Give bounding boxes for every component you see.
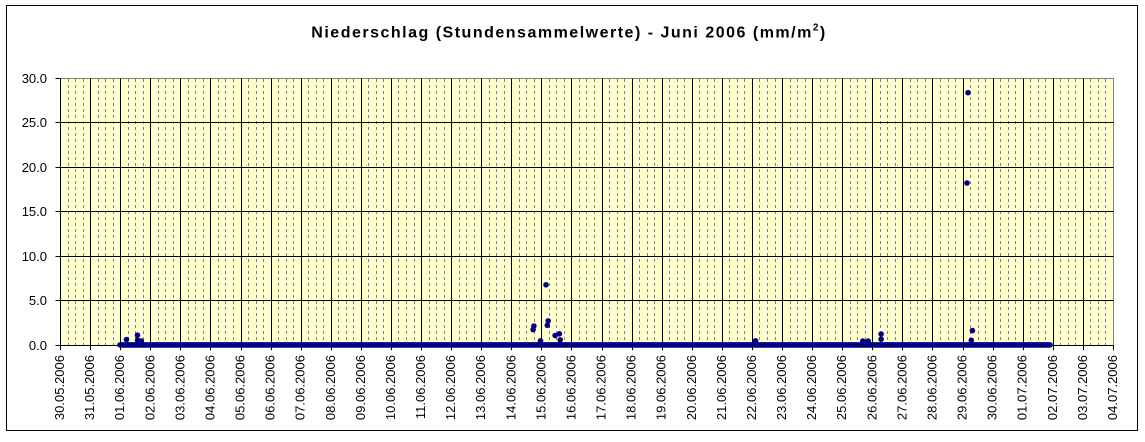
svg-text:23.06.2006: 23.06.2006 (774, 355, 789, 420)
svg-text:18.06.2006: 18.06.2006 (624, 355, 639, 420)
svg-text:Niederschlag (Stundensammelwer: Niederschlag (Stundensammelwerte) - Juni… (311, 23, 826, 42)
svg-text:01.07.2006: 01.07.2006 (1015, 355, 1030, 420)
svg-text:30.05.2006: 30.05.2006 (52, 355, 67, 420)
svg-text:15.0: 15.0 (22, 204, 47, 219)
svg-text:20.0: 20.0 (22, 160, 47, 175)
svg-text:17.06.2006: 17.06.2006 (594, 355, 609, 420)
svg-text:03.06.2006: 03.06.2006 (172, 355, 187, 420)
svg-text:09.06.2006: 09.06.2006 (353, 355, 368, 420)
svg-text:0.0: 0.0 (29, 338, 47, 353)
svg-text:31.05.2006: 31.05.2006 (82, 355, 97, 420)
svg-text:04.07.2006: 04.07.2006 (1105, 355, 1120, 420)
svg-text:06.06.2006: 06.06.2006 (263, 355, 278, 420)
svg-text:04.06.2006: 04.06.2006 (202, 355, 217, 420)
svg-text:20.06.2006: 20.06.2006 (684, 355, 699, 420)
svg-text:15.06.2006: 15.06.2006 (533, 355, 548, 420)
svg-text:5.0: 5.0 (29, 293, 47, 308)
svg-text:01.06.2006: 01.06.2006 (112, 355, 127, 420)
svg-text:24.06.2006: 24.06.2006 (804, 355, 819, 420)
svg-text:11.06.2006: 11.06.2006 (413, 355, 428, 419)
svg-text:29.06.2006: 29.06.2006 (955, 355, 970, 420)
svg-text:05.06.2006: 05.06.2006 (233, 355, 248, 420)
svg-text:08.06.2006: 08.06.2006 (323, 355, 338, 420)
svg-text:16.06.2006: 16.06.2006 (563, 355, 578, 420)
svg-text:25.06.2006: 25.06.2006 (834, 355, 849, 420)
svg-text:25.0: 25.0 (22, 115, 47, 130)
svg-text:10.06.2006: 10.06.2006 (383, 355, 398, 420)
svg-text:13.06.2006: 13.06.2006 (473, 355, 488, 420)
svg-text:14.06.2006: 14.06.2006 (503, 355, 518, 420)
svg-text:26.06.2006: 26.06.2006 (864, 355, 879, 420)
svg-text:02.07.2006: 02.07.2006 (1045, 355, 1060, 420)
svg-text:03.07.2006: 03.07.2006 (1075, 355, 1090, 420)
svg-text:19.06.2006: 19.06.2006 (654, 355, 669, 420)
svg-text:10.0: 10.0 (22, 249, 47, 264)
svg-text:30.06.2006: 30.06.2006 (985, 355, 1000, 420)
svg-text:28.06.2006: 28.06.2006 (924, 355, 939, 420)
svg-text:30.0: 30.0 (22, 71, 47, 86)
svg-text:07.06.2006: 07.06.2006 (293, 355, 308, 420)
svg-text:22.06.2006: 22.06.2006 (744, 355, 759, 420)
svg-text:27.06.2006: 27.06.2006 (894, 355, 909, 420)
svg-text:02.06.2006: 02.06.2006 (142, 355, 157, 420)
svg-text:12.06.2006: 12.06.2006 (443, 355, 458, 420)
svg-text:21.06.2006: 21.06.2006 (714, 355, 729, 420)
